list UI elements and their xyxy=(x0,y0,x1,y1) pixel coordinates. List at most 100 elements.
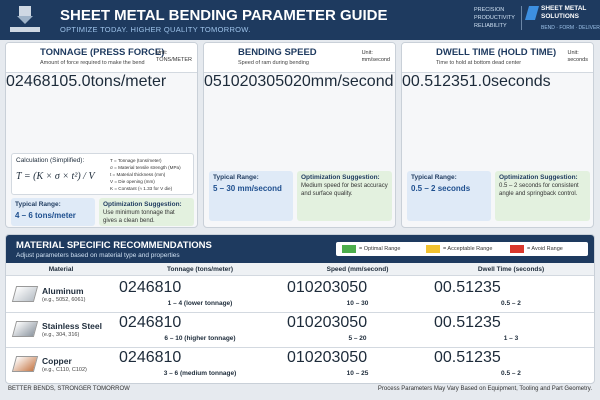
scale-tick-label: 10 xyxy=(163,349,182,366)
range-label: 1 – 3 xyxy=(503,335,519,342)
formula-legend-item: K = Constant (≈ 1.33 for V die) xyxy=(110,186,173,191)
gauge-tick-label: 2 xyxy=(442,73,451,90)
scale-tick-label: 0 xyxy=(434,279,443,296)
gauge-panel: TONNAGE (PRESS FORCE) Amount of force req… xyxy=(5,42,198,228)
scale-tick-label: 2 xyxy=(127,349,137,366)
suggestion-title: Optimization Suggestion: xyxy=(301,174,380,181)
suggestion-box: Optimization Suggestion: Medium speed for… xyxy=(297,171,392,221)
scale-tick-label: 8 xyxy=(154,314,164,331)
material-name: Stainless Steel xyxy=(42,321,103,331)
legend-label: = Optimal Range xyxy=(359,245,401,252)
legend-swatch xyxy=(510,245,524,253)
gauge-tick-label: 4 xyxy=(23,73,33,90)
column-header-bg xyxy=(6,263,594,276)
logo-tagline: BEND · FORM · DELIVER xyxy=(541,25,600,31)
scale-tick-label: 0 xyxy=(119,349,128,366)
scale-tick-label: 50 xyxy=(349,279,368,296)
scale-tick-label: 3 xyxy=(482,349,492,366)
range-title: Typical Range: xyxy=(15,201,61,208)
formula-legend-item: t = Material thickness (mm) xyxy=(110,172,166,177)
range-scale: 00.51235 xyxy=(434,349,501,367)
suggestion-box: Optimization Suggestion: 0.5 – 2 seconds … xyxy=(495,171,590,221)
formula-legend: T = Tonnage (tons/meter) σ = Material ten… xyxy=(110,157,181,192)
scale-tick-label: 10 xyxy=(295,279,314,296)
column-header: Speed (mm/second) xyxy=(326,266,389,273)
scale-tick-label: 1 xyxy=(465,314,475,331)
gauge-tick-label: 30 xyxy=(257,73,276,90)
range-scale: 010203050 xyxy=(287,314,367,332)
range-scale: 00.51235 xyxy=(434,279,501,297)
scale-tick-label: 6 xyxy=(145,279,155,296)
range-title: Typical Range: xyxy=(411,174,457,181)
material-note: (e.g., C110, C102) xyxy=(42,367,87,373)
range-scale: 0246810 xyxy=(119,314,181,332)
panel-subtitle: Time to hold at bottom dead center xyxy=(436,60,522,66)
logo-line: SHEET METAL xyxy=(541,5,587,12)
scale-tick-label: 20 xyxy=(313,349,332,366)
suggestion: Use minimum tonnage that gives a clean b… xyxy=(103,210,175,224)
gauge-tick-label: 0 xyxy=(6,73,15,90)
range-box: Typical Range: 0.5 – 2 seconds xyxy=(407,171,491,221)
panel-unit: Unit: mm/second xyxy=(362,50,390,64)
material-swatch xyxy=(11,321,39,337)
scale-tick-label: 1 xyxy=(465,349,475,366)
scale-tick-label: 10 xyxy=(295,314,314,331)
scale-tick-label: 50 xyxy=(349,349,368,366)
scale-tick-label: 4 xyxy=(136,349,146,366)
range-label: 10 – 25 xyxy=(346,370,369,377)
range-scale: 0246810 xyxy=(119,349,181,367)
scale-tick-label: 30 xyxy=(331,349,350,366)
scale-tick-label: 0 xyxy=(119,314,128,331)
legend: = Optimal Range = Acceptable Range = Avoid… xyxy=(336,242,588,256)
formula-title: Calculation (Simplified): xyxy=(16,157,85,164)
panel-header: TONNAGE (PRESS FORCE) Amount of force req… xyxy=(6,43,197,73)
scale-tick-label: 0 xyxy=(434,314,443,331)
logo-icon xyxy=(525,6,539,20)
unit: mm/second xyxy=(361,57,390,63)
gauge-value-unit: mm/second xyxy=(310,73,394,90)
range-scale: 010203050 xyxy=(287,279,367,297)
formula-legend-item: σ = Material tensile strength (MPa) xyxy=(110,165,181,170)
gauge: 02468105.0tons/meter xyxy=(6,73,166,91)
column-header: Tonnage (tons/meter) xyxy=(167,266,233,273)
gauge-tick-label: 0 xyxy=(204,73,213,90)
gauge: 051020305020mm/second xyxy=(204,73,394,91)
tag: PRECISION xyxy=(474,7,505,13)
materials-title: MATERIAL SPECIFIC RECOMMENDATIONS xyxy=(16,240,212,251)
unit-label: Unit: xyxy=(361,50,373,56)
range-label: 6 – 10 (higher tonnage) xyxy=(164,335,236,342)
panel-title: DWELL TIME (HOLD TIME) xyxy=(436,47,557,58)
scale-tick-label: 10 xyxy=(295,349,314,366)
tag: PRODUCTIVITY xyxy=(474,15,515,21)
material-name: Copper xyxy=(42,356,72,366)
scale-tick-label: 0 xyxy=(287,349,296,366)
material-swatch xyxy=(11,286,39,302)
scale-tick-label: 8 xyxy=(154,349,164,366)
range-label: 10 – 30 xyxy=(346,300,369,307)
legend-swatch xyxy=(426,245,440,253)
range-value: 0.5 – 2 seconds xyxy=(411,184,471,193)
scale-tick-label: 10 xyxy=(163,279,182,296)
scale-tick-label: 10 xyxy=(163,314,182,331)
scale-tick-label: 6 xyxy=(145,314,155,331)
scale-tick-label: 30 xyxy=(331,279,350,296)
gauge-tick-label: 10 xyxy=(50,73,69,90)
gauge-tick-label: 2 xyxy=(14,73,24,90)
material-note: (e.g., 5052, 6061) xyxy=(42,297,86,303)
header-bar: SHEET METAL BENDING PARAMETER GUIDE OPTI… xyxy=(0,0,600,40)
scale-tick-label: 20 xyxy=(313,314,332,331)
gauge-value: 5.0 xyxy=(68,73,91,90)
gauge: 00.512351.0seconds xyxy=(402,73,551,91)
scale-tick-label: 0 xyxy=(287,314,296,331)
panel-subtitle: Amount of force required to make the ben… xyxy=(40,60,145,66)
range-label: 0.5 – 2 xyxy=(501,370,521,377)
range-scale: 0246810 xyxy=(119,279,181,297)
scale-tick-label: 1 xyxy=(465,279,475,296)
scale-tick-label: 8 xyxy=(154,279,164,296)
row-divider xyxy=(6,312,594,313)
tag: RELIABILITY xyxy=(474,23,507,29)
tags: PRECISION PRODUCTIVITY RELIABILITY xyxy=(474,6,522,30)
gauge-tick-label: 10 xyxy=(221,73,240,90)
range-box: Typical Range: 5 – 30 mm/second xyxy=(209,171,293,221)
materials-header: MATERIAL SPECIFIC RECOMMENDATIONS Adjust… xyxy=(6,235,594,263)
